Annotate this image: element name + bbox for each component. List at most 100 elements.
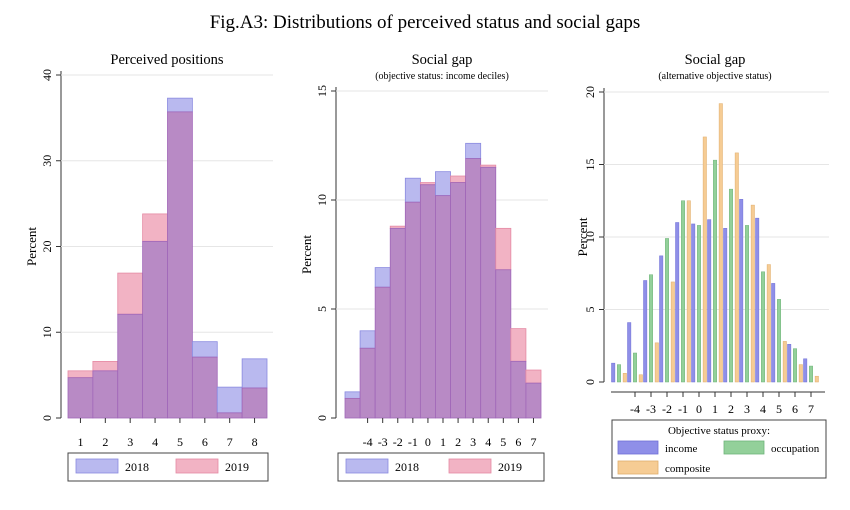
bar-occupation	[681, 200, 685, 383]
legend-label: income	[665, 443, 697, 455]
x-tick-label: 1	[77, 435, 83, 449]
bar-income	[803, 358, 808, 383]
legend-label: 2019	[225, 460, 249, 474]
y-axis-label: Percent	[24, 227, 39, 266]
y-tick-label: 30	[40, 155, 54, 167]
panel-perceived-positions: Perceived positions 0 10 20 30 40 Percent 1 2 3 4…	[24, 52, 273, 482]
bar-income	[691, 223, 696, 383]
bar-occupation	[729, 188, 733, 383]
bar-overlap	[92, 370, 119, 419]
x-tick-label: 1	[712, 402, 718, 416]
bar-occupation	[761, 271, 765, 383]
legend-swatch-2018	[345, 458, 389, 474]
bar-occupation	[633, 352, 637, 383]
bar-2018	[167, 97, 193, 113]
panel-title: Social gap	[685, 52, 746, 68]
bar-overlap	[142, 240, 168, 419]
x-tick-label: -2	[662, 402, 672, 416]
x-tick-label: 5	[177, 435, 183, 449]
y-axis-label: Percent	[575, 217, 590, 256]
bar-occupation	[617, 364, 621, 383]
y-tick-label: 5	[315, 306, 329, 312]
x-tick-label: -3	[378, 435, 388, 449]
legend-title: Objective status proxy:	[668, 425, 770, 437]
bar-2018	[216, 386, 243, 414]
x-tick-label: 7	[808, 402, 814, 416]
x-tick-label: 7	[530, 435, 536, 449]
panel-social-gap-alternative: Social gap (alternative objective status…	[575, 52, 829, 479]
x-tick-label: 4	[760, 402, 766, 416]
bar-overlap	[450, 182, 467, 419]
legend-swatch-2019	[175, 458, 219, 474]
y-tick-label: 15	[583, 159, 597, 171]
bar-overlap	[389, 227, 406, 419]
bar-income	[627, 322, 632, 383]
bar-income	[755, 217, 760, 383]
y-tick-label: 10	[583, 231, 597, 243]
x-tick-label: 6	[792, 402, 798, 416]
legend-label: 2019	[498, 460, 522, 474]
figure-title: Fig.A3: Distributions of perceived statu…	[210, 12, 641, 33]
legend-label: 2018	[125, 460, 149, 474]
bar-overlap	[419, 184, 436, 419]
bar-composite	[814, 375, 819, 383]
x-tick-label: 7	[227, 435, 233, 449]
x-tick-label: 5	[500, 435, 506, 449]
bar-occupation	[665, 238, 669, 383]
bar-overlap	[344, 397, 361, 419]
bar-overlap	[480, 166, 497, 419]
bar-composite	[750, 204, 755, 383]
bar-2018	[344, 391, 361, 399]
panel-title: Social gap	[412, 52, 473, 68]
x-tick-label: 6	[202, 435, 208, 449]
x-tick-label: 3	[470, 435, 476, 449]
x-tick-label: 2	[102, 435, 108, 449]
bar-overlap	[374, 286, 391, 419]
bar-2019	[450, 175, 467, 183]
panel-title: Perceived positions	[110, 52, 224, 68]
y-tick-label: 20	[583, 86, 597, 98]
bar-2019	[92, 361, 119, 372]
bar-2018	[404, 177, 421, 203]
x-tick-label: 6	[515, 435, 521, 449]
bar-overlap	[241, 387, 268, 419]
bar-composite	[638, 374, 643, 383]
bar-composite	[686, 200, 691, 383]
bar-composite	[734, 152, 739, 383]
bar-income	[611, 362, 616, 383]
bar-overlap	[495, 269, 512, 419]
x-tick-label: 0	[696, 402, 702, 416]
bar-composite	[782, 341, 787, 383]
bar-occupation	[697, 225, 701, 383]
bar-occupation	[793, 348, 797, 383]
bar-overlap	[435, 195, 451, 419]
x-tick-label: -1	[678, 402, 688, 416]
y-axis-label: Percent	[299, 235, 314, 274]
bar-income	[659, 255, 664, 383]
bar-composite	[670, 281, 675, 383]
legend-label: 2018	[395, 460, 419, 474]
y-tick-label: 0	[315, 415, 329, 421]
bar-occupation	[649, 274, 653, 383]
bar-composite	[766, 264, 771, 383]
bar-2018	[191, 341, 218, 358]
y-tick-label: 0	[40, 415, 54, 421]
bar-occupation	[809, 365, 813, 383]
bar-occupation	[713, 159, 717, 383]
bar-composite	[702, 136, 707, 383]
panel-subtitle: (objective status: income deciles)	[375, 71, 509, 82]
bar-composite	[718, 103, 723, 383]
y-tick-label: 5	[583, 307, 597, 313]
bar-composite	[622, 373, 627, 383]
y-tick-label: 10	[40, 326, 54, 338]
x-tick-label: -1	[408, 435, 418, 449]
x-tick-label: 4	[152, 435, 158, 449]
bar-overlap	[216, 412, 243, 419]
legend-swatch-2019	[448, 458, 492, 474]
bar-2019	[117, 272, 144, 315]
bar-2019	[510, 328, 527, 362]
bar-income	[739, 199, 744, 383]
bar-overlap	[465, 158, 482, 419]
bar-2019	[495, 227, 512, 271]
x-tick-label: 5	[776, 402, 782, 416]
